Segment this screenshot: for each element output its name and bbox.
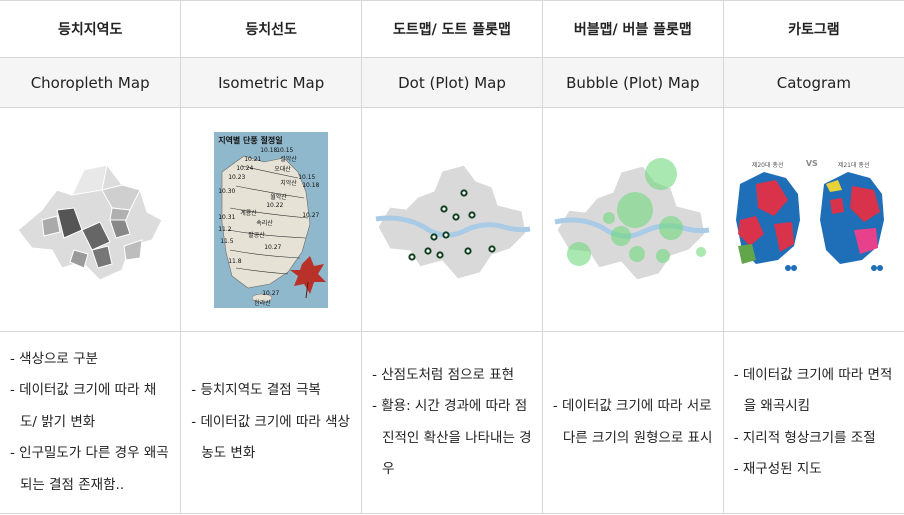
dot-map-image bbox=[375, 163, 531, 280]
description-item: - 산점도처럼 점으로 표현 bbox=[372, 366, 515, 383]
isometric-place-label: 한라산 bbox=[254, 299, 271, 307]
isometric-date-label: 11.2 bbox=[218, 225, 232, 233]
description-cell: - 데이터값 크기에 따라 면적을 왜곡시킴 - 지리적 형상크기를 조절 - … bbox=[723, 331, 904, 514]
column-english-name: Bubble (Plot) Map bbox=[542, 57, 724, 108]
isometric-date-label: 10.24 bbox=[236, 164, 254, 172]
isometric-date-label: 10.18 bbox=[260, 146, 278, 154]
cartogram-image: 제20대 총선 VS 제21대 총선 bbox=[734, 158, 894, 280]
description-item: - 데이터값 크기에 따라 면적을 왜곡시킴 bbox=[733, 366, 893, 415]
description-item: - 데이터값 크기에 따라 채도/ 밝기 변화 bbox=[10, 382, 157, 430]
choropleth-cell bbox=[0, 107, 182, 332]
column-title: 카토그램 bbox=[723, 0, 904, 58]
description-cell: - 데이터값 크기에 따라 서로 다른 크기의 원형으로 표시 bbox=[542, 331, 724, 514]
description-list: - 산점도처럼 점으로 표현 - 활용: 시간 경과에 따라 점진적인 확산을 … bbox=[372, 360, 534, 486]
choropleth-map-image bbox=[17, 163, 163, 281]
isometric-heading: 지역별 단풍 절정일 bbox=[218, 135, 283, 145]
isometric-date-label: 10.18 bbox=[302, 181, 320, 189]
isometric-place-label: 오대산 bbox=[274, 165, 291, 173]
bubble-markers bbox=[566, 157, 706, 266]
description-item: - 지리적 형상크기를 조절 bbox=[733, 429, 876, 446]
cartogram-vs-label: VS bbox=[805, 158, 818, 168]
dot-markers bbox=[408, 188, 496, 261]
description-item: - 데이터값 크기에 따라 서로 다른 크기의 원형으로 표시 bbox=[552, 398, 713, 446]
isometric-place-label: 속리산 bbox=[256, 219, 273, 227]
description-item: - 데이터값 크기에 따라 색상 농도 변화 bbox=[191, 413, 350, 462]
title-row: 등치지역도 등치선도 도트맵/ 도트 플롯맵 버블맵/ 버블 플롯맵 카토그램 bbox=[0, 0, 904, 58]
isometric-place-label: 치악산 bbox=[280, 179, 297, 187]
image-row: 지역별 단풍 절정일 10.18 10.15 10.21 10.24 bbox=[0, 107, 904, 332]
isometric-place-label: 팔공산 bbox=[248, 231, 265, 239]
isometric-date-label: 11.8 bbox=[228, 257, 242, 265]
description-item: - 인구밀도가 다른 경우 왜곡되는 결점 존재함.. bbox=[10, 445, 169, 493]
isometric-place-label: 계룡산 bbox=[240, 209, 257, 217]
column-english-name: Catogram bbox=[723, 57, 904, 108]
cartogram-cell: 제20대 총선 VS 제21대 총선 bbox=[723, 107, 904, 332]
cartogram-left-label: 제20대 총선 bbox=[751, 161, 784, 169]
isometric-date-label: 10.21 bbox=[244, 155, 262, 163]
english-name-row: Choropleth Map Isometric Map Dot (Plot) … bbox=[0, 57, 904, 108]
isometric-date-label: 10.27 bbox=[302, 211, 320, 219]
isometric-date-label: 10.23 bbox=[228, 173, 246, 181]
column-title: 도트맵/ 도트 플롯맵 bbox=[361, 0, 543, 58]
description-list: - 데이터값 크기에 따라 서로 다른 크기의 원형으로 표시 bbox=[553, 391, 715, 454]
isometric-date-label: 10.27 bbox=[262, 289, 280, 297]
dot-map-cell bbox=[361, 107, 543, 332]
isometric-date-label: 10.15 bbox=[298, 173, 316, 181]
description-item: - 색상으로 구분 bbox=[10, 350, 98, 367]
column-title: 버블맵/ 버블 플롯맵 bbox=[542, 0, 724, 58]
column-title: 등치선도 bbox=[180, 0, 363, 58]
bubble-map-cell bbox=[542, 107, 724, 332]
description-item: - 활용: 시간 경과에 따라 점진적인 확산을 나타내는 경우 bbox=[372, 398, 532, 477]
isometric-cell: 지역별 단풍 절정일 10.18 10.15 10.21 10.24 bbox=[180, 107, 363, 332]
isometric-date-label: 10.22 bbox=[266, 201, 284, 209]
description-cell: - 색상으로 구분 - 데이터값 크기에 따라 채도/ 밝기 변화 - 인구밀도… bbox=[0, 331, 182, 514]
description-item: - 등치지역도 결점 극복 bbox=[191, 382, 321, 399]
isometric-date-label: 10.27 bbox=[264, 243, 282, 251]
isometric-place-label: 설악산 bbox=[280, 155, 297, 163]
description-item: - 재구성된 지도 bbox=[733, 461, 822, 477]
isometric-date-label: 10.31 bbox=[218, 213, 236, 221]
column-english-name: Isometric Map bbox=[180, 57, 363, 108]
description-list: - 색상으로 구분 - 데이터값 크기에 따라 채도/ 밝기 변화 - 인구밀도… bbox=[10, 344, 172, 502]
cartogram-hexmaps bbox=[735, 171, 884, 271]
isometric-date-label: 11.5 bbox=[220, 237, 234, 245]
bubble-map-image bbox=[554, 157, 710, 281]
description-list: - 데이터값 크기에 따라 면적을 왜곡시킴 - 지리적 형상크기를 조절 - … bbox=[734, 360, 896, 486]
description-list: - 등치지역도 결점 극복 - 데이터값 크기에 따라 색상 농도 변화 bbox=[191, 375, 353, 470]
isometric-date-label: 10.30 bbox=[218, 187, 236, 195]
description-cell: - 등치지역도 결점 극복 - 데이터값 크기에 따라 색상 농도 변화 bbox=[180, 331, 363, 514]
isometric-place-label: 월악산 bbox=[270, 193, 287, 201]
description-cell: - 산점도처럼 점으로 표현 - 활용: 시간 경과에 따라 점진적인 확산을 … bbox=[361, 331, 543, 514]
description-row: - 색상으로 구분 - 데이터값 크기에 따라 채도/ 밝기 변화 - 인구밀도… bbox=[0, 331, 904, 514]
isometric-date-label: 10.15 bbox=[276, 146, 294, 154]
cartogram-right-label: 제21대 총선 bbox=[837, 161, 870, 169]
column-english-name: Dot (Plot) Map bbox=[361, 57, 543, 108]
column-title: 등치지역도 bbox=[0, 0, 182, 58]
column-english-name: Choropleth Map bbox=[0, 57, 182, 108]
isometric-map-image: 지역별 단풍 절정일 10.18 10.15 10.21 10.24 bbox=[214, 131, 329, 308]
